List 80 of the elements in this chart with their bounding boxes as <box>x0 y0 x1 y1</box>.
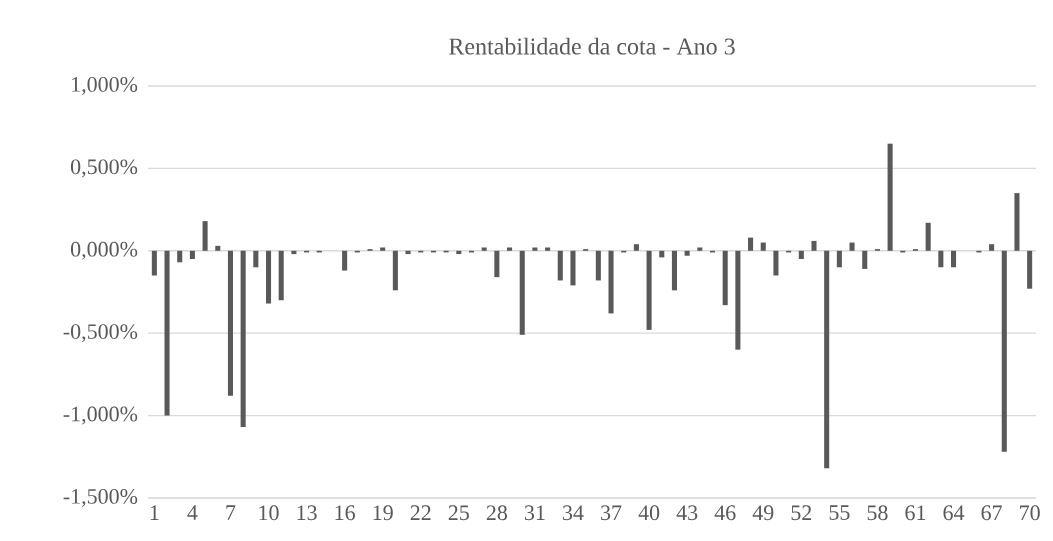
bar <box>151 250 157 276</box>
bar <box>659 250 665 258</box>
bar <box>177 250 183 263</box>
bar <box>392 250 398 291</box>
x-tick-label: 16 <box>335 505 355 521</box>
x-tick-label: 1 <box>150 505 159 520</box>
bar <box>722 250 728 306</box>
bar <box>760 242 766 251</box>
y-tick-label: -1,500% <box>63 488 138 507</box>
chart-title: Rentabilidade da cota - Ano 3 <box>449 37 735 55</box>
bar <box>519 250 525 335</box>
bar <box>202 221 208 251</box>
x-tick-label: 40 <box>638 505 660 521</box>
bar <box>989 244 995 251</box>
x-tick-label: 64 <box>943 505 965 521</box>
bar <box>557 250 563 281</box>
x-tick-label: 46 <box>714 505 736 521</box>
bar <box>507 247 513 251</box>
bar <box>684 250 690 256</box>
x-tick-label: 49 <box>752 505 774 521</box>
y-tick-label: 1,000% <box>72 76 138 95</box>
x-tick-label: 58 <box>867 505 888 521</box>
bar <box>240 250 246 428</box>
bar <box>342 250 348 271</box>
bar <box>849 242 855 251</box>
x-tick-label: 67 <box>981 505 1002 521</box>
bar <box>925 222 931 251</box>
bar <box>570 250 576 286</box>
x-tick-label: 7 <box>226 505 236 520</box>
bar <box>1001 250 1007 452</box>
bar <box>735 250 741 350</box>
bar <box>811 240 817 251</box>
y-tick-label: -1,000% <box>63 406 138 425</box>
bar <box>1014 193 1020 251</box>
bar <box>824 250 830 469</box>
bar <box>798 250 804 260</box>
x-tick-label: 28 <box>486 505 508 521</box>
bar <box>481 247 487 251</box>
x-tick-label: 19 <box>373 505 393 521</box>
bar <box>227 250 233 396</box>
bar <box>773 250 779 276</box>
bar <box>189 250 195 260</box>
x-tick-label: 10 <box>259 505 279 521</box>
bar <box>633 244 639 251</box>
bar <box>494 250 500 278</box>
x-tick-label: 31 <box>524 505 545 521</box>
x-tick-label: 4 <box>187 505 198 520</box>
bar <box>836 250 842 268</box>
bar <box>253 250 259 268</box>
y-tick-label: 0,000% <box>70 241 138 260</box>
x-tick-label: 61 <box>905 505 926 521</box>
bar <box>265 250 272 304</box>
y-tick-label: -0,500% <box>63 324 138 343</box>
x-tick-label: 13 <box>297 505 317 521</box>
bar <box>1027 250 1033 289</box>
x-tick-label: 37 <box>601 505 622 521</box>
x-tick-label: 70 <box>1020 505 1040 521</box>
x-tick-label: 55 <box>829 505 850 520</box>
bar <box>545 247 551 251</box>
y-tick-label: 0,500% <box>70 159 138 178</box>
bar <box>278 250 284 301</box>
bar <box>697 247 703 251</box>
bar <box>887 143 893 251</box>
bar <box>532 247 538 251</box>
bar <box>380 247 386 251</box>
bar <box>595 250 601 281</box>
x-tick-label: 52 <box>791 505 812 521</box>
bar <box>951 250 957 268</box>
bar <box>164 250 170 416</box>
x-tick-label: 34 <box>563 505 584 521</box>
bar <box>862 250 868 269</box>
x-tick-label: 25 <box>448 505 469 521</box>
bar <box>671 250 677 291</box>
x-tick-label: 43 <box>676 505 698 521</box>
bar <box>938 250 944 268</box>
bar <box>608 250 614 314</box>
bar <box>215 245 221 251</box>
bar <box>748 237 754 251</box>
bar <box>646 250 652 330</box>
x-tick-label: 22 <box>410 505 431 520</box>
